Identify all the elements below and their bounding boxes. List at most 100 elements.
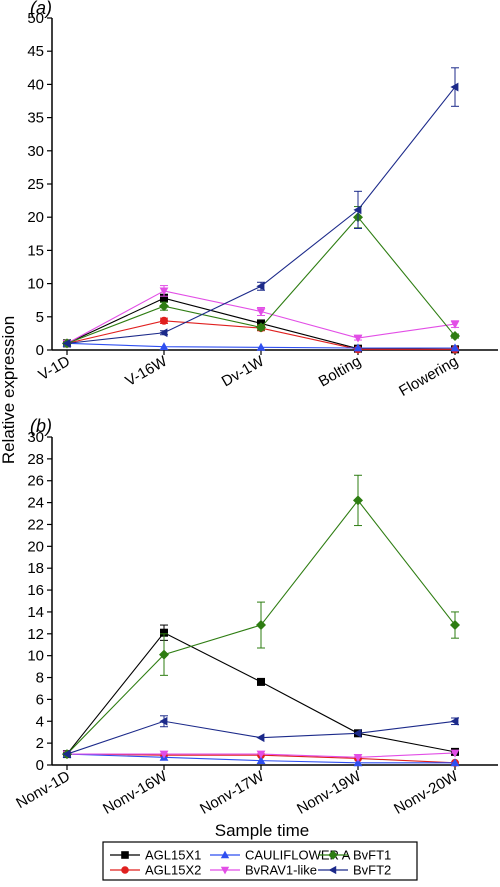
x-tick-label: Nonv-1D <box>13 768 73 812</box>
legend-label: AGL15X2 <box>145 863 201 878</box>
x-axis-title: Sample time <box>215 821 309 840</box>
y-tick-label: 30 <box>27 143 44 160</box>
y-tick-label: 2 <box>36 735 44 752</box>
data-point <box>450 320 460 329</box>
y-tick-label: 10 <box>27 276 44 293</box>
data-point <box>62 338 71 348</box>
y-tick-label: 0 <box>36 342 44 359</box>
series-bvft1 <box>62 474 460 760</box>
legend-label: BvFT2 <box>353 863 391 878</box>
y-tick-label: 30 <box>27 429 44 446</box>
data-point <box>160 294 168 303</box>
x-tick-label: Bolting <box>316 353 364 391</box>
legend-marker <box>220 850 230 859</box>
y-tick-label: 25 <box>27 176 44 193</box>
data-point <box>256 342 266 351</box>
y-tick-label: 40 <box>27 76 44 93</box>
y-tick-label: 15 <box>27 242 44 259</box>
y-tick-label: 20 <box>27 209 44 226</box>
series-bvft2 <box>62 715 459 759</box>
data-point <box>450 758 460 767</box>
data-point <box>159 649 169 660</box>
legend-label: BvRAV1-like <box>245 863 317 878</box>
data-point <box>159 287 169 296</box>
data-point <box>353 758 363 767</box>
x-tick-label: Nonv-16W <box>100 767 171 818</box>
y-tick-label: 18 <box>27 560 44 577</box>
data-point <box>353 334 363 343</box>
legend-entry: AGL15X1 <box>110 848 201 863</box>
x-tick-label: Nonv-17W <box>197 767 268 818</box>
panel-label: (b) <box>30 416 52 436</box>
y-tick-label: 20 <box>27 538 44 555</box>
y-tick-label: 22 <box>27 516 44 533</box>
data-point <box>159 328 168 338</box>
x-tick-label: Flowering <box>396 353 461 400</box>
series-line <box>66 290 456 344</box>
legend-label: AGL15X1 <box>145 848 201 863</box>
legend-entry: BvRAV1-like <box>210 863 317 878</box>
data-point <box>159 301 169 312</box>
data-point <box>256 322 266 333</box>
data-point <box>256 281 265 291</box>
y-axis-title: Relative expression <box>0 316 18 464</box>
data-point <box>159 750 169 759</box>
legend-entry: AGL15X2 <box>110 863 201 878</box>
y-tick-label: 8 <box>36 670 44 687</box>
data-point <box>353 343 363 352</box>
data-point <box>62 749 71 759</box>
data-point <box>256 620 266 631</box>
legend-label: CAULIFLOWER A <box>245 848 351 863</box>
y-tick-label: 10 <box>27 648 44 665</box>
legend-marker <box>121 866 129 874</box>
data-point <box>450 749 460 758</box>
data-point <box>160 316 168 325</box>
y-tick-label: 6 <box>36 691 44 708</box>
data-point <box>256 733 265 743</box>
legend-label: BvFT1 <box>353 848 391 863</box>
data-point <box>160 628 168 637</box>
legend-marker <box>328 865 337 875</box>
y-tick-label: 24 <box>27 495 44 512</box>
y-tick-label: 45 <box>27 43 44 60</box>
legend-entry: CAULIFLOWER A <box>210 848 351 863</box>
y-tick-label: 4 <box>36 713 44 730</box>
series-bvft1 <box>62 206 460 349</box>
y-tick-label: 16 <box>27 582 44 599</box>
data-point <box>450 331 460 342</box>
legend-entry: BvFT1 <box>318 848 391 863</box>
data-point <box>256 308 266 317</box>
legend-entry: BvFT2 <box>318 863 391 878</box>
data-point <box>353 753 363 762</box>
legend-marker <box>121 851 129 859</box>
data-point <box>450 716 459 726</box>
data-point <box>257 677 265 686</box>
data-point <box>450 82 459 92</box>
legend-marker <box>220 866 230 875</box>
data-point <box>353 495 363 506</box>
y-tick-label: 5 <box>36 309 44 326</box>
data-point <box>256 750 266 759</box>
legend-marker <box>328 850 338 860</box>
x-tick-label: V-16W <box>123 352 171 390</box>
series-bvrav1-like <box>62 285 460 348</box>
data-point <box>353 728 362 738</box>
x-tick-label: Nonv-19W <box>294 767 365 818</box>
y-tick-label: 14 <box>27 604 44 621</box>
legend-box <box>102 841 418 881</box>
y-tick-label: 0 <box>36 757 44 774</box>
x-tick-label: Dv-1W <box>219 352 268 390</box>
data-point <box>159 342 169 351</box>
data-point <box>353 205 362 215</box>
y-tick-label: 50 <box>27 10 44 27</box>
data-point <box>256 756 266 765</box>
panel-label: (a) <box>30 0 52 18</box>
legend: AGL15X1 CAULIFLOWER A BvFT1 AGL15X2 BvRAV1-l… <box>102 841 418 881</box>
series-bvft2 <box>62 67 459 348</box>
y-tick-label: 12 <box>27 626 44 643</box>
y-tick-label: 35 <box>27 110 44 127</box>
y-tick-label: 26 <box>27 473 44 490</box>
